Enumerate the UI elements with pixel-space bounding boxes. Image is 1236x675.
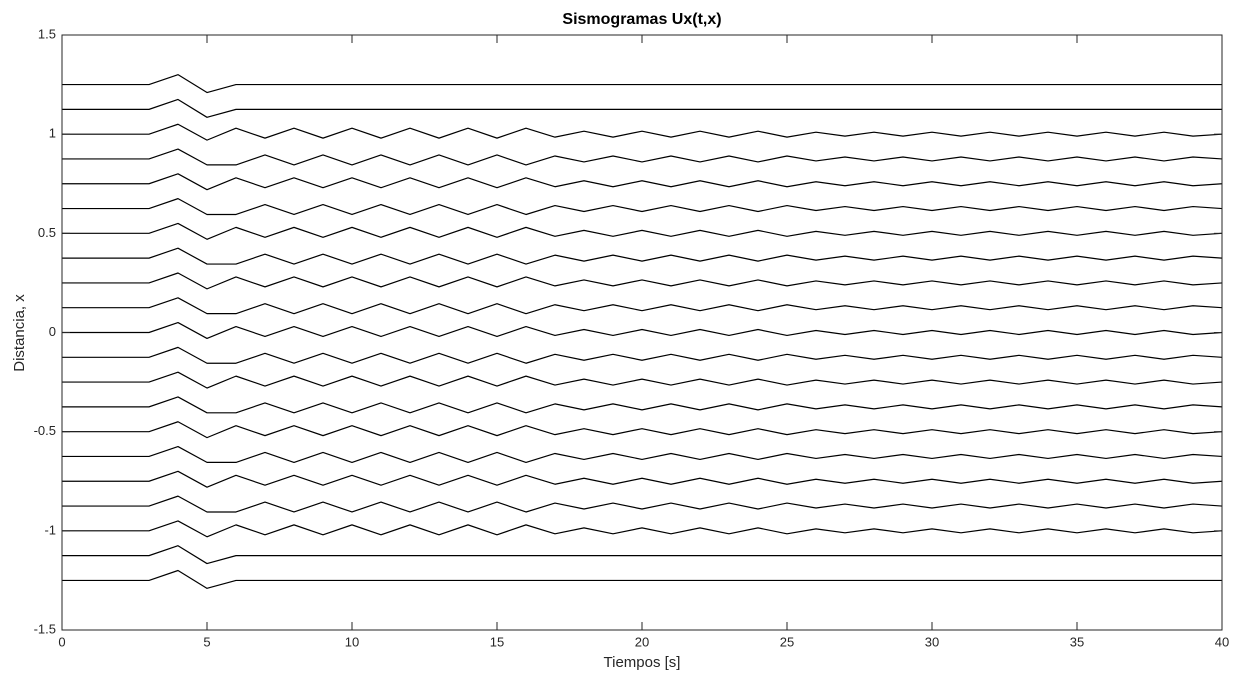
- trace: [62, 470, 1223, 488]
- y-tick-label: 0.5: [38, 225, 56, 240]
- trace: [62, 247, 1223, 265]
- x-tick-label: 5: [203, 634, 210, 649]
- x-tick-label: 20: [635, 634, 649, 649]
- x-tick-label: 25: [780, 634, 794, 649]
- trace: [62, 148, 1223, 166]
- trace: [62, 569, 1222, 589]
- trace: [62, 445, 1223, 464]
- trace: [62, 222, 1223, 240]
- trace: [62, 520, 1223, 538]
- trace: [62, 371, 1223, 389]
- trace: [62, 545, 1222, 565]
- trace: [62, 346, 1223, 364]
- chart-title: Sismogramas Ux(t,x): [562, 11, 721, 28]
- y-tick-label: -1: [44, 522, 56, 537]
- y-tick-label: 0: [49, 324, 56, 339]
- y-tick-label: 1: [49, 126, 56, 141]
- plot-area: [62, 74, 1223, 589]
- x-tick-label: 40: [1215, 634, 1229, 649]
- trace: [62, 173, 1223, 191]
- trace: [62, 421, 1223, 439]
- x-tick-label: 30: [925, 634, 939, 649]
- trace: [62, 272, 1223, 290]
- trace: [62, 198, 1223, 216]
- x-tick-label: 10: [345, 634, 359, 649]
- y-tick-label: 1.5: [38, 26, 56, 41]
- y-tick-label: -0.5: [34, 423, 56, 438]
- trace: [62, 495, 1223, 513]
- trace: [62, 123, 1223, 141]
- trace: [62, 297, 1223, 315]
- x-tick-label: 35: [1070, 634, 1084, 649]
- x-axis-label: Tiempos [s]: [604, 654, 681, 671]
- trace: [62, 396, 1223, 414]
- trace: [62, 74, 1222, 94]
- y-tick-label: -1.5: [34, 621, 56, 636]
- x-tick-label: 0: [58, 634, 65, 649]
- y-axis-label: Distancia, x: [11, 294, 28, 372]
- trace: [62, 321, 1223, 340]
- trace: [62, 98, 1222, 118]
- x-tick-label: 15: [490, 634, 504, 649]
